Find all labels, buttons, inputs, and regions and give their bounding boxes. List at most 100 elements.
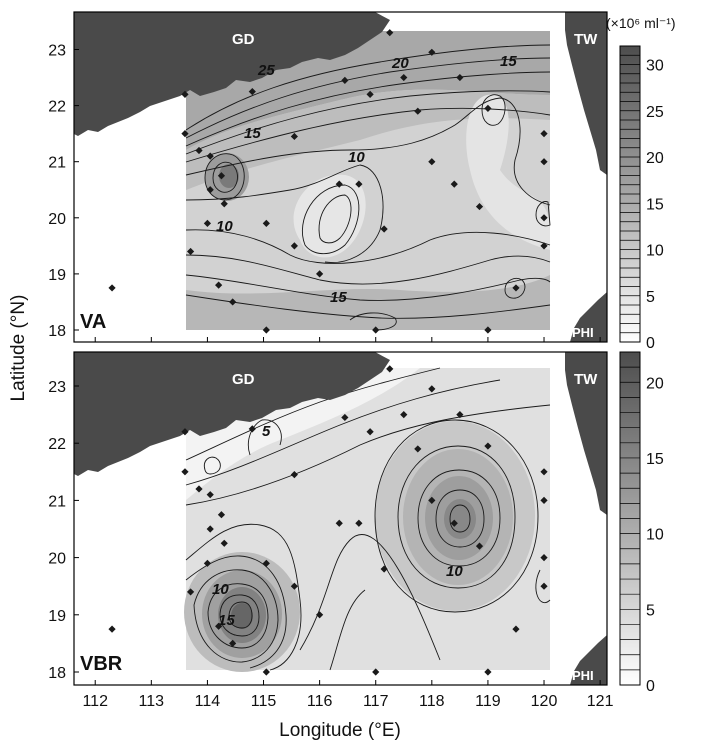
region-label-phi-vbr: PHI [572,668,594,683]
region-label-gd-va: GD [232,31,255,48]
station-marker [355,519,363,527]
x-tick-label: 113 [139,693,165,710]
x-tick-label: 121 [587,693,614,710]
units-label: (×10⁶ ml⁻¹) [606,15,676,31]
colorbar-tick-label: 20 [646,375,664,392]
panel-va: GD TW PHI VA 25 20 15 15 10 10 15 [73,11,608,343]
y-tick-label: 19 [48,267,66,284]
colorbar-tick-label: 15 [646,196,664,213]
station-marker [217,172,226,180]
colorbar-tick-label: 5 [646,602,655,619]
y-tick-label: 19 [48,608,66,625]
x-tick-labels: 112 113 114 115 116 117 118 119 120 121 [82,693,613,710]
colorbar-tick-label: 5 [646,289,655,306]
station-marker [540,468,548,476]
station-marker [484,326,492,334]
contour-label: 15 [244,125,261,142]
station-marker [316,611,324,619]
colorbar-va: 30 25 20 15 10 5 0 [619,45,664,352]
station-marker [456,411,464,419]
contour-label: 10 [348,149,365,166]
axis-ticks-va [74,49,601,342]
y-tick-labels-va: 23 22 21 20 19 18 [48,43,66,341]
station-marker [195,485,203,493]
y-tick-label: 23 [48,379,66,396]
region-label-gd-vbr: GD [232,371,255,388]
station-marker [203,219,212,228]
y-tick-label: 18 [48,665,66,682]
station-marker [484,668,492,676]
colorbar-tick-label: 10 [646,527,664,544]
station-marker [540,130,548,138]
x-tick-label: 116 [307,693,333,710]
station-marker [215,622,223,630]
station-marker [540,158,548,166]
panel-label-vbr: VBR [80,653,123,675]
land-philippines-vbr [570,635,607,685]
station-marker [540,554,548,562]
station-marker [540,496,548,504]
station-marker [181,428,189,436]
station-marker [290,132,298,141]
x-tick-label: 118 [419,693,445,710]
station-marker [450,180,458,188]
contour-fill-low-center [293,174,366,258]
contour-label: 25 [257,62,275,79]
station-marker [372,326,380,334]
station-marker [428,385,436,393]
station-marker [540,242,548,250]
plot-frame-va [73,11,608,343]
station-marker [484,442,492,450]
region-label-phi-va: PHI [572,325,594,340]
station-marker [248,87,256,96]
station-marker [341,413,349,422]
contour-label: 5 [262,423,271,440]
station-marker [414,107,422,115]
station-marker [108,625,116,633]
station-marker [380,225,388,233]
station-marker [181,130,189,138]
station-marker [484,104,492,113]
station-marker [400,73,408,82]
station-marker [366,90,374,98]
station-marker [229,639,237,647]
station-marker [355,180,363,188]
colorbar-tick-label: 25 [646,104,664,121]
y-tick-label: 22 [48,99,66,116]
colorbar-tick-label: 15 [646,451,664,468]
station-markers-vbr [108,365,548,676]
station-marker [108,284,116,292]
contour-label: 10 [446,563,463,580]
station-marker [206,152,214,160]
contour-fill-east-4 [444,499,476,539]
station-marker [195,146,203,155]
contour-lines-vbr [185,367,551,671]
contour-label: 10 [216,218,233,235]
contour-label: 10 [212,581,229,598]
station-marker [206,525,214,533]
station-marker [206,491,214,499]
station-marker [456,73,464,82]
station-marker [372,668,380,676]
contour-fill-low-east [466,94,550,250]
station-markers-va [108,29,548,334]
x-tick-label: 119 [475,693,501,710]
station-marker [203,559,212,567]
contour-fill-south [186,275,550,330]
contour-fill-mid-north [186,89,550,190]
station-marker [428,48,436,56]
land-philippines-va [570,292,607,342]
station-marker [335,180,343,188]
station-marker [290,242,298,250]
station-marker [386,365,394,373]
contour-label: 15 [500,53,517,70]
colorbar-tick-label: 10 [646,243,664,260]
station-marker [540,214,548,222]
region-label-tw-va: TW [574,31,598,48]
panel-label-va: VA [80,311,106,333]
contour-fill-southwest-4 [231,603,253,629]
colorbar-tick-label: 0 [646,335,655,352]
colorbar-tick-label: 0 [646,678,655,695]
station-marker [428,496,436,504]
